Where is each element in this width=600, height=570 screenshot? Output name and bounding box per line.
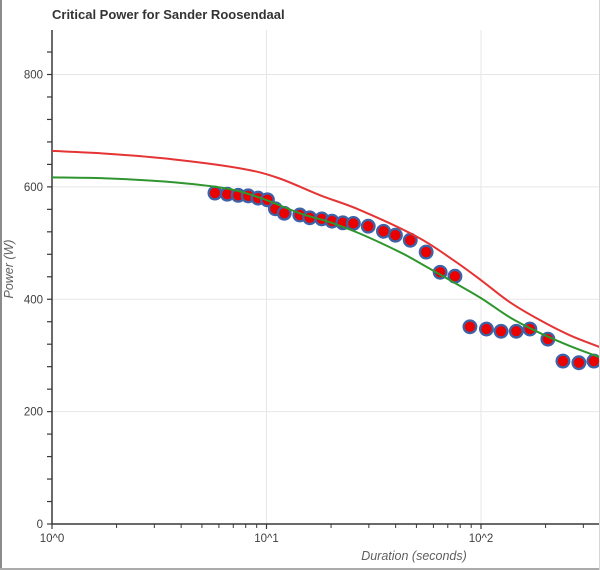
y-axis-title: Power (W): [2, 239, 16, 298]
y-tick-label: 0: [37, 519, 43, 531]
data-point-marker[interactable]: [478, 321, 494, 337]
axis-layer: 0 200 400 600 800 10^0 10^1 10^2: [24, 30, 600, 545]
y-tick-label: 400: [24, 294, 43, 306]
data-point-marker[interactable]: [345, 215, 361, 231]
x-axis-title: Duration (seconds): [361, 549, 467, 563]
data-point-marker[interactable]: [418, 244, 434, 260]
window-border-bottom: [0, 568, 600, 570]
chart-title: Critical Power for Sander Roosendaal: [52, 7, 285, 22]
x-tick-label: 10^1: [254, 533, 279, 545]
y-tick-label: 800: [24, 70, 43, 82]
data-point-marker[interactable]: [376, 223, 391, 239]
data-point-marker[interactable]: [462, 319, 478, 335]
x-tick-label: 10^2: [469, 533, 494, 545]
y-tick-label: 200: [24, 407, 43, 419]
x-tick-label: 10^0: [40, 533, 65, 545]
data-point-marker[interactable]: [571, 355, 587, 371]
data-point-marker[interactable]: [207, 185, 223, 201]
window-border-left: [0, 0, 2, 570]
data-point-marker[interactable]: [493, 323, 509, 339]
data-point-marker[interactable]: [387, 227, 403, 243]
plot-area[interactable]: [51, 149, 600, 371]
red-model-curve: [51, 149, 600, 348]
green-model-curve: [51, 176, 600, 359]
y-tick-label: 600: [24, 182, 43, 194]
data-point-marker[interactable]: [508, 323, 524, 339]
data-point-marker[interactable]: [555, 353, 571, 369]
data-point-marker[interactable]: [360, 218, 376, 234]
grid-layer: [52, 30, 600, 524]
